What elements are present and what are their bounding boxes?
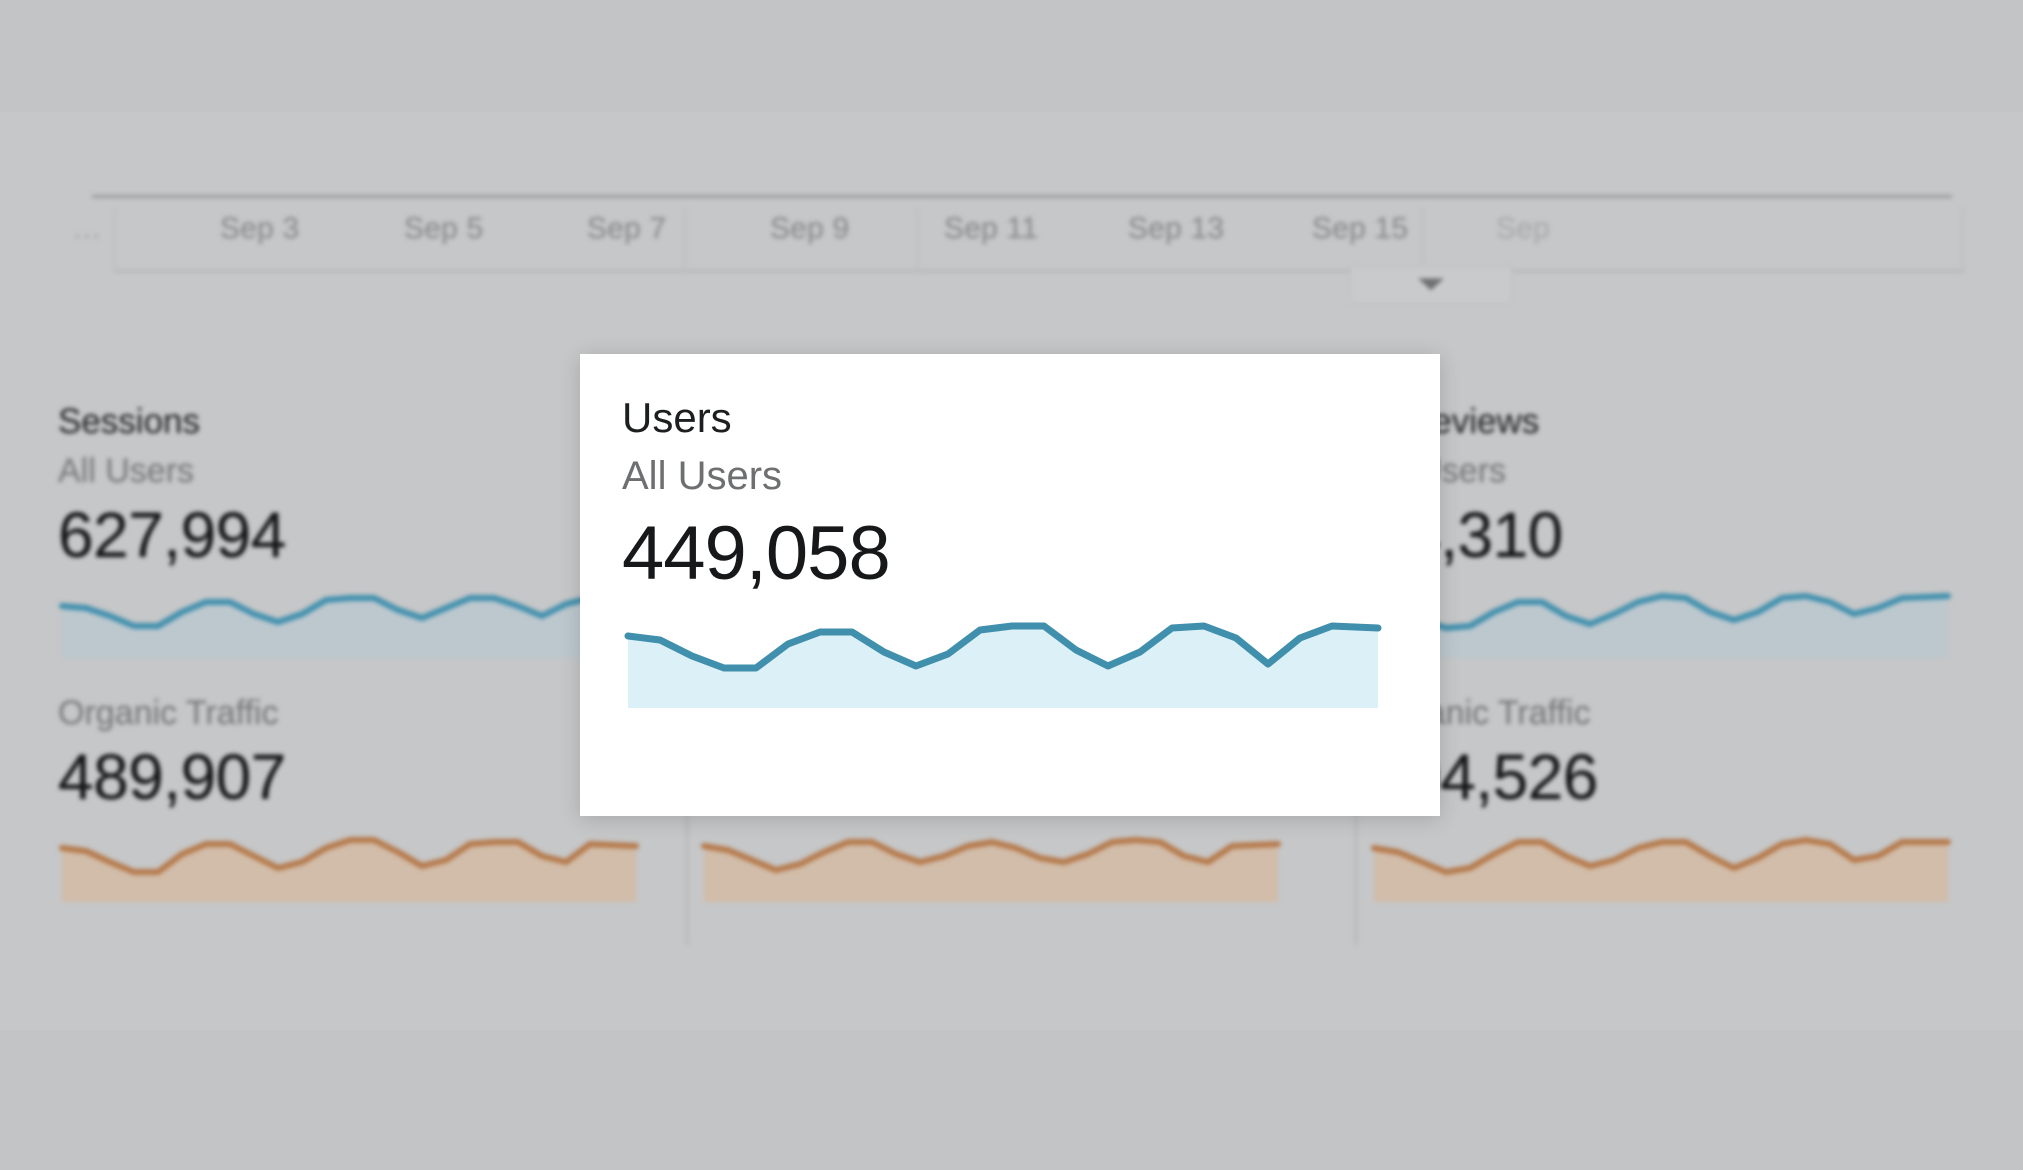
scorecard-pageviews[interactable]: Pageviews All Users 34,310 Organic Traff… bbox=[1370, 400, 1988, 1000]
scorecard-segment: Organic Traffic bbox=[58, 694, 279, 732]
tooltip-segment: All Users bbox=[622, 454, 783, 498]
axis-tick-sep-11: Sep 11 bbox=[944, 212, 1039, 245]
axis-tick-sep-13: Sep 13 bbox=[1128, 212, 1225, 245]
tooltip-content: Users All Users 449,058 bbox=[580, 354, 1440, 708]
users-metric-tooltip[interactable]: Users All Users 449,058 bbox=[580, 354, 1440, 816]
chevron-down-icon bbox=[1418, 278, 1444, 291]
axis-gridline bbox=[684, 208, 685, 270]
sparkline-users-organic bbox=[701, 837, 1281, 902]
scorecard-segment: All Users bbox=[58, 452, 195, 490]
axis-bottom-rule bbox=[114, 270, 1964, 272]
sparkline-pageviews-all-users bbox=[1371, 593, 1951, 658]
axis-tick-sep-7: Sep 7 bbox=[587, 212, 667, 245]
sparkline-sessions-all-users bbox=[59, 595, 639, 658]
date-range-dropdown-button[interactable] bbox=[1350, 266, 1512, 304]
scorecard-title: Sessions bbox=[58, 402, 201, 441]
axis-tick-labels: … Sep 3 Sep 5 Sep 7 Sep 9 Sep 11 Sep 13 … bbox=[72, 212, 2023, 266]
scorecard-title: Pageviews bbox=[1370, 402, 1540, 441]
axis-tick-sep-5: Sep 5 bbox=[404, 212, 484, 245]
scorecard-value: 34,310 bbox=[1370, 499, 1563, 571]
axis-tick-truncated: Sep bbox=[1496, 212, 1550, 245]
axis-tick-sep-3: Sep 3 bbox=[220, 212, 300, 245]
axis-tick-ellipsis: … bbox=[72, 212, 103, 245]
tooltip-value: 449,058 bbox=[622, 511, 891, 596]
scorecard-sessions[interactable]: Sessions All Users 627,994 Organic Traff… bbox=[58, 400, 676, 1000]
sparkline-pageviews-organic bbox=[1371, 837, 1951, 902]
scorecard-value: 627,994 bbox=[58, 499, 286, 571]
axis-gridline bbox=[1422, 208, 1423, 270]
scorecard-secondary-pageviews: Organic Traffic 604,526 bbox=[1370, 686, 1988, 902]
scorecard-value: 489,907 bbox=[58, 741, 286, 813]
scorecard-segment: All Users bbox=[1370, 452, 1507, 490]
axis-gridline bbox=[114, 208, 115, 270]
scorecard-value: 604,526 bbox=[1370, 741, 1598, 813]
axis-tick-sep-15: Sep 15 bbox=[1312, 212, 1409, 245]
date-axis-strip: … Sep 3 Sep 5 Sep 7 Sep 9 Sep 11 Sep 13 … bbox=[72, 178, 2023, 304]
tooltip-sparkline bbox=[624, 622, 1382, 708]
axis-gridline bbox=[917, 208, 918, 270]
bottom-chrome-band bbox=[0, 1030, 2023, 1170]
axis-tick-sep-9: Sep 9 bbox=[770, 212, 850, 245]
scorecard-segment: Organic Traffic bbox=[1370, 694, 1591, 732]
scorecard-secondary-sessions: Organic Traffic 489,907 bbox=[58, 686, 676, 902]
axis-gridline bbox=[1962, 208, 1963, 270]
top-chrome-band bbox=[0, 0, 2023, 112]
tooltip-title: Users bbox=[622, 394, 732, 441]
sparkline-sessions-organic bbox=[59, 837, 639, 902]
axis-top-rule bbox=[92, 195, 1952, 198]
